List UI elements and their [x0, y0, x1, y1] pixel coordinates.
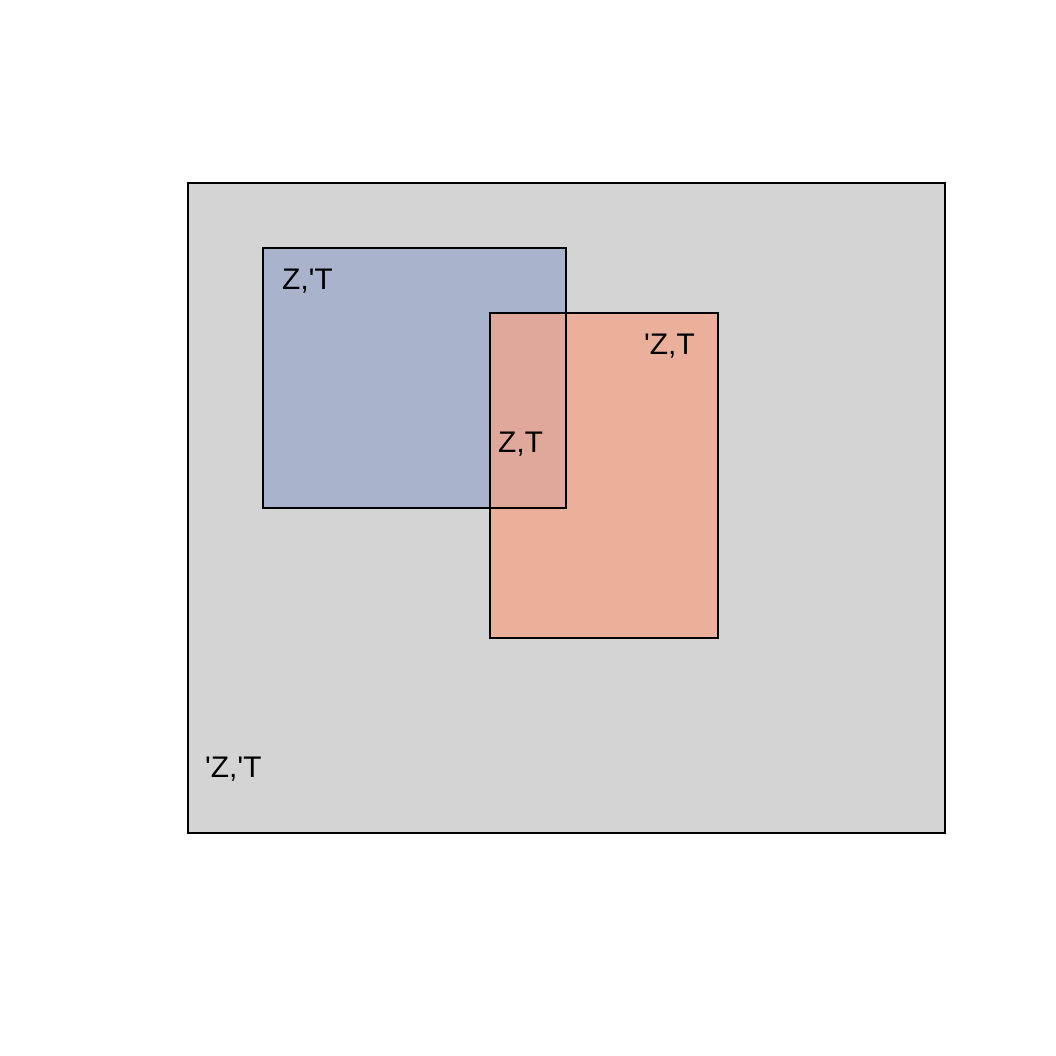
label-z-and-t: Z,T	[498, 426, 543, 459]
set-t-rect	[489, 312, 719, 639]
set-z-outline	[262, 247, 567, 509]
label-z-only: Z,'T	[282, 263, 333, 296]
label-universe: 'Z,'T	[205, 751, 261, 784]
label-t-only: 'Z,T	[644, 328, 695, 361]
